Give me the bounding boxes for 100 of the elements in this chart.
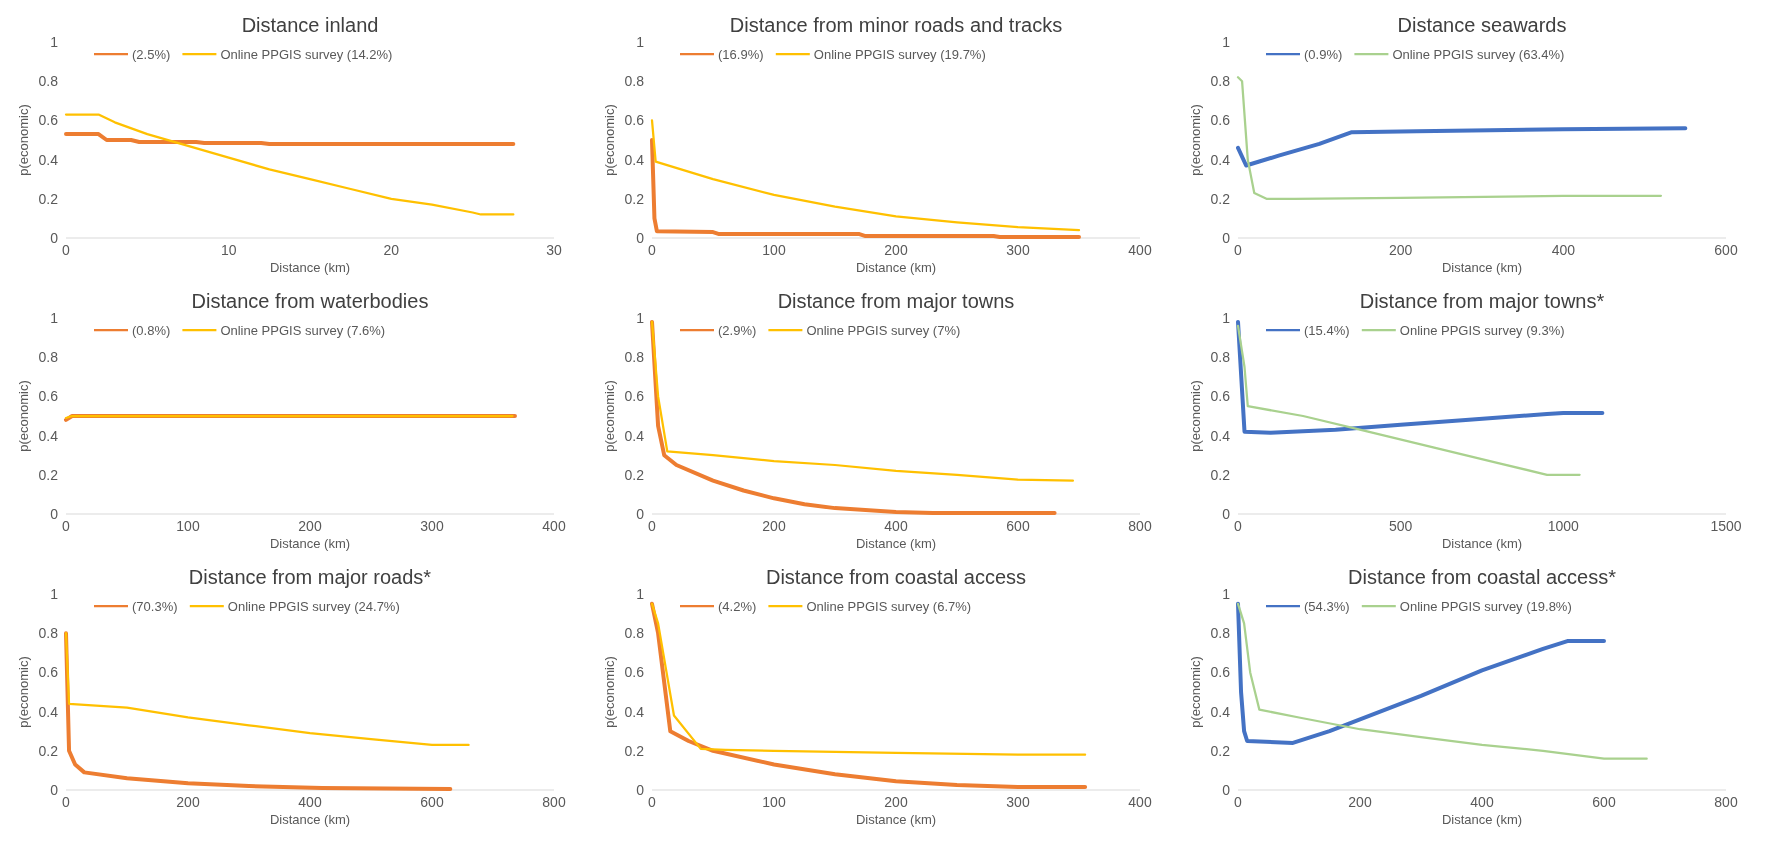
y-tick-label: 1	[50, 33, 59, 50]
x-tick-label: 600	[1006, 518, 1030, 534]
x-axis-title: Distance (km)	[1441, 536, 1523, 551]
x-tick-label: 100	[762, 242, 786, 258]
chart-title: Distance from major towns*	[1359, 290, 1605, 312]
y-tick-label: 0	[636, 505, 645, 522]
legend-label: (54.3%)	[1304, 598, 1350, 614]
legend-label: (70.3%)	[132, 598, 178, 614]
y-tick-label: 0.6	[38, 112, 59, 129]
x-tick-label: 10	[220, 242, 237, 258]
legend-label: Online PPGIS survey (19.8%)	[1399, 598, 1572, 614]
y-tick-label: 0.6	[1210, 112, 1231, 129]
x-tick-label: 400	[298, 794, 322, 810]
y-tick-label: 0	[636, 781, 645, 798]
x-tick-label: 0	[62, 518, 71, 534]
legend-label: (2.9%)	[718, 322, 757, 338]
y-tick-label: 0	[1222, 229, 1231, 246]
x-tick-label: 800	[1714, 794, 1738, 810]
x-tick-label: 400	[1128, 242, 1152, 258]
x-axis-title: Distance (km)	[855, 812, 937, 827]
y-tick-label: 0.8	[38, 625, 59, 642]
y-tick-label: 0.8	[624, 73, 645, 90]
y-axis-title: p(economic)	[16, 380, 31, 452]
x-tick-label: 400	[542, 518, 566, 534]
x-tick-label: 400	[1470, 794, 1494, 810]
y-tick-label: 0.4	[38, 703, 59, 720]
x-tick-label: 200	[176, 794, 200, 810]
y-tick-label: 0.8	[1210, 349, 1231, 366]
legend-label: Online PPGIS survey (6.7%)	[806, 598, 972, 614]
legend-label: (0.8%)	[132, 322, 171, 338]
y-tick-label: 1	[636, 309, 645, 326]
y-tick-label: 0.8	[624, 625, 645, 642]
y-tick-label: 0.2	[38, 466, 59, 483]
x-tick-label: 400	[1551, 242, 1576, 258]
y-tick-label: 0	[1222, 781, 1231, 798]
y-tick-label: 0.4	[624, 151, 645, 168]
y-tick-label: 0.4	[624, 703, 645, 720]
y-tick-label: 0	[50, 781, 59, 798]
legend-label: Online PPGIS survey (63.4%)	[1392, 46, 1565, 62]
y-tick-label: 1	[636, 33, 645, 50]
legend-label: Online PPGIS survey (9.3%)	[1399, 322, 1565, 338]
x-tick-label: 0	[1234, 518, 1243, 534]
legend-label: (4.2%)	[718, 598, 757, 614]
x-tick-label: 20	[383, 242, 400, 258]
x-tick-label: 300	[1006, 794, 1030, 810]
x-tick-label: 600	[1714, 242, 1738, 258]
y-tick-label: 1	[50, 585, 59, 602]
x-tick-label: 200	[1348, 794, 1372, 810]
x-tick-label: 400	[1128, 794, 1152, 810]
x-tick-label: 1500	[1710, 518, 1742, 534]
y-axis-title: p(economic)	[16, 104, 31, 176]
x-tick-label: 100	[762, 794, 786, 810]
x-tick-label: 30	[546, 242, 562, 258]
chart-title: Distance from waterbodies	[191, 290, 429, 312]
y-tick-label: 0.2	[1210, 466, 1231, 483]
x-tick-label: 300	[1006, 242, 1030, 258]
x-tick-label: 600	[420, 794, 444, 810]
y-tick-label: 0.4	[1210, 427, 1231, 444]
x-axis-title: Distance (km)	[1441, 812, 1523, 827]
legend-label: Online PPGIS survey (19.7%)	[813, 46, 986, 62]
y-axis-title: p(economic)	[1188, 656, 1203, 728]
y-tick-label: 0	[1222, 505, 1231, 522]
chart-title: Distance inland	[241, 14, 379, 36]
y-tick-label: 0.6	[38, 664, 59, 681]
y-tick-label: 0.2	[624, 190, 645, 207]
x-tick-label: 800	[542, 794, 566, 810]
y-tick-label: 0.6	[1210, 664, 1231, 681]
x-tick-label: 0	[1234, 794, 1243, 810]
x-tick-label: 200	[884, 794, 908, 810]
y-axis-title: p(economic)	[602, 104, 617, 176]
y-tick-label: 0.6	[38, 388, 59, 405]
x-axis-title: Distance (km)	[855, 536, 937, 551]
x-tick-label: 300	[420, 518, 444, 534]
x-tick-label: 0	[648, 242, 657, 258]
y-tick-label: 1	[50, 309, 59, 326]
x-axis-title: Distance (km)	[269, 536, 351, 551]
y-tick-label: 0	[50, 505, 59, 522]
chart-title: Distance seawards	[1397, 14, 1567, 36]
y-axis-title: p(economic)	[602, 380, 617, 452]
x-tick-label: 200	[884, 242, 908, 258]
y-tick-label: 0.2	[624, 466, 645, 483]
y-axis-title: p(economic)	[1188, 380, 1203, 452]
y-tick-label: 1	[636, 585, 645, 602]
y-tick-label: 0	[50, 229, 59, 246]
legend-label: Online PPGIS survey (7%)	[806, 322, 961, 338]
y-tick-label: 0.8	[1210, 73, 1231, 90]
y-tick-label: 1	[1222, 33, 1231, 50]
chart-title: Distance from coastal access	[765, 566, 1027, 588]
y-tick-label: 0.8	[38, 349, 59, 366]
y-tick-label: 0.4	[624, 427, 645, 444]
x-tick-label: 500	[1388, 518, 1413, 534]
y-tick-label: 0.8	[1210, 625, 1231, 642]
y-tick-label: 0.2	[1210, 190, 1231, 207]
legend-label: Online PPGIS survey (14.2%)	[220, 46, 393, 62]
chart-title: Distance from major roads*	[188, 566, 432, 588]
y-tick-label: 0.2	[1210, 742, 1231, 759]
x-axis-title: Distance (km)	[269, 812, 351, 827]
x-tick-label: 200	[1388, 242, 1413, 258]
x-tick-label: 200	[762, 518, 786, 534]
x-tick-label: 200	[298, 518, 322, 534]
